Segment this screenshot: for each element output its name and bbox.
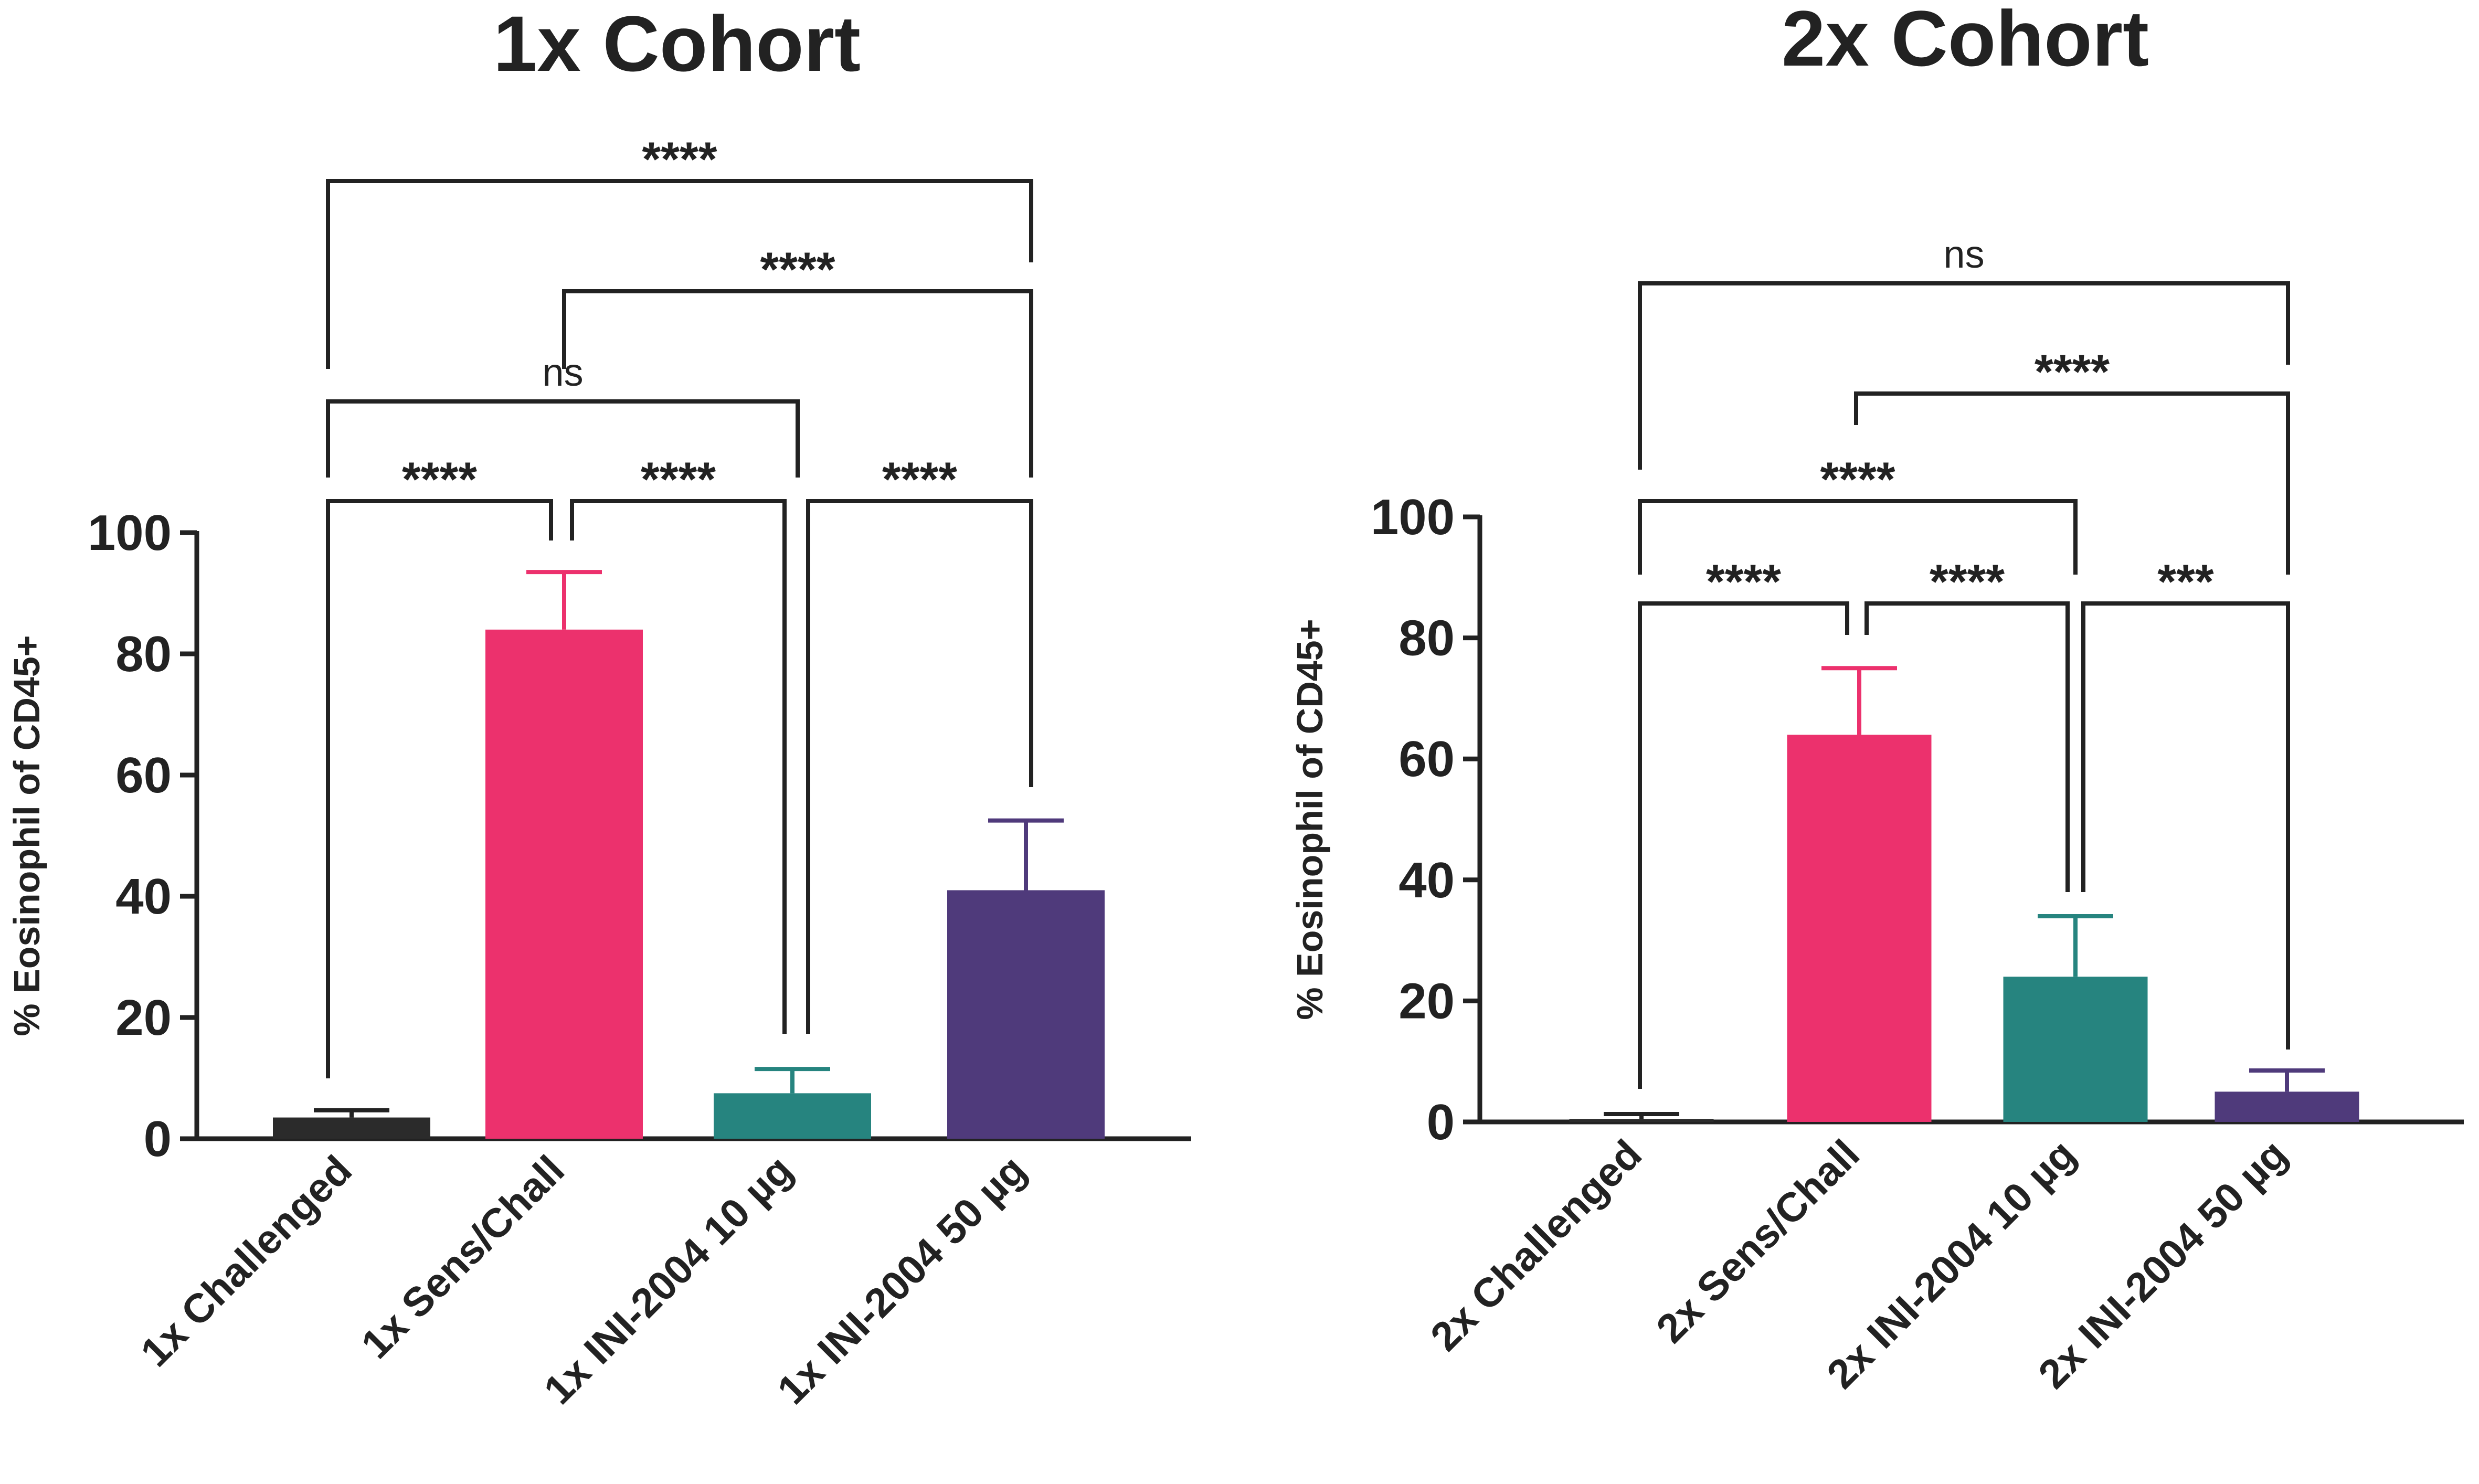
- y-tick-label: 40: [115, 868, 172, 925]
- significance-label-2-3: ***: [2157, 555, 2214, 609]
- significance-label-0-3: ns: [1943, 232, 1984, 276]
- y-tick-label: 0: [1427, 1094, 1455, 1150]
- significance-label-0-3: ****: [642, 133, 717, 186]
- bar-2x-ini-2004-10-g: [2003, 977, 2148, 1122]
- significance-bracket-0-2: [1638, 499, 2078, 575]
- y-tick-label: 0: [144, 1111, 172, 1167]
- y-tick-label: 60: [115, 747, 172, 803]
- significance-bracket-1-2: [570, 499, 787, 1034]
- category-label-1x-challenged: 1x Challenged: [132, 1147, 361, 1375]
- y-tick-label: 80: [1399, 610, 1455, 666]
- bar-1x-ini-2004-10-g: [714, 1093, 871, 1139]
- chart-title: 1x Cohort: [493, 0, 861, 88]
- bar-1x-sens-chall: [485, 629, 643, 1139]
- y-tick-label: 40: [1399, 852, 1455, 908]
- significance-label-0-1: ****: [402, 453, 477, 506]
- category-label-1x-ini-2004-10-g: 1x INI-2004 10 µg: [535, 1147, 801, 1413]
- y-tick-label: 20: [115, 990, 172, 1046]
- significance-label-1-2: ****: [641, 453, 716, 506]
- bar-2x-challenged: [1569, 1119, 1714, 1122]
- significance-label-0-2: ****: [1820, 453, 1895, 506]
- significance-bracket-0-1: [1638, 601, 1849, 1089]
- y-tick-label: 20: [1399, 973, 1455, 1029]
- significance-label-1-2: ****: [1930, 555, 2005, 609]
- y-tick-label: 100: [1371, 489, 1455, 545]
- significance-bracket-1-2: [1864, 601, 2070, 892]
- significance-bracket-1-3: [562, 289, 1033, 478]
- category-label-1x-ini-2004-50-g: 1x INI-2004 50 µg: [768, 1147, 1035, 1413]
- chart-2x-cohort: 2x Cohort % Eosinophil of CD45+ 0 20 40 60 80 1…: [1289, 0, 2464, 1397]
- bar-1x-challenged: [273, 1117, 430, 1139]
- y-axis-label: % Eosinophil of CD45+: [1289, 619, 1330, 1020]
- bar-2x-sens-chall: [1787, 735, 1932, 1122]
- y-tick-label: 80: [115, 626, 172, 682]
- significance-bracket-1-3: [1854, 391, 2290, 575]
- significance-bracket-0-2: [326, 399, 800, 478]
- category-label-1x-sens-chall: 1x Sens/Chall: [352, 1147, 573, 1368]
- significance-bracket-0-3: [1638, 281, 2290, 470]
- y-tick-label: 60: [1399, 731, 1455, 787]
- significance-bracket-0-1: [326, 499, 553, 1078]
- y-tick-label: 100: [88, 505, 172, 561]
- significance-bracket-2-3: [2081, 601, 2290, 1050]
- chart-1x-cohort: 1x Cohort % Eosinophil of CD45+ 0 20 40 60 80 1…: [6, 0, 1191, 1413]
- significance-label-2-3: ****: [882, 453, 957, 506]
- category-label-2x-sens-chall: 2x Sens/Chall: [1647, 1131, 1868, 1352]
- significance-bracket-0-3: [326, 179, 1033, 369]
- significance-bracket-2-3: [806, 499, 1033, 1034]
- bar-1x-ini-2004-50-g: [947, 890, 1105, 1139]
- significance-label-1-3: ****: [2035, 345, 2110, 399]
- category-label-2x-challenged: 2x Challenged: [1422, 1131, 1650, 1360]
- bar-2x-ini-2004-50-g: [2215, 1091, 2359, 1122]
- significance-label-0-1: ****: [1706, 555, 1781, 609]
- significance-label-1-3: ****: [760, 243, 835, 296]
- y-axis-label: % Eosinophil of CD45+: [6, 635, 47, 1036]
- chart-title: 2x Cohort: [1782, 0, 2149, 82]
